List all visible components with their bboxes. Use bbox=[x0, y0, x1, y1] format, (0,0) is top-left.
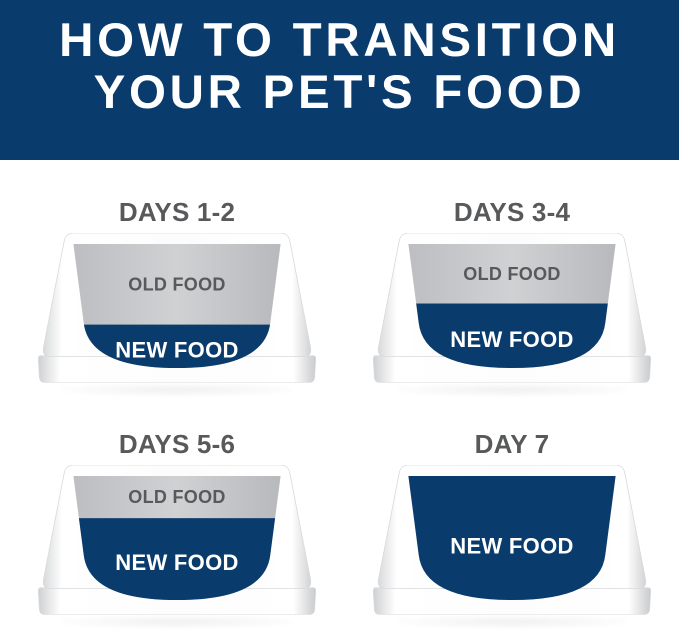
svg-text:OLD FOOD: OLD FOOD bbox=[463, 264, 560, 284]
svg-text:NEW FOOD: NEW FOOD bbox=[115, 550, 238, 575]
svg-text:NEW FOOD: NEW FOOD bbox=[450, 534, 573, 559]
svg-text:NEW FOOD: NEW FOOD bbox=[450, 327, 573, 352]
svg-text:OLD FOOD: OLD FOOD bbox=[128, 274, 225, 294]
svg-text:NEW FOOD: NEW FOOD bbox=[115, 337, 238, 362]
svg-text:OLD FOOD: OLD FOOD bbox=[128, 487, 225, 507]
